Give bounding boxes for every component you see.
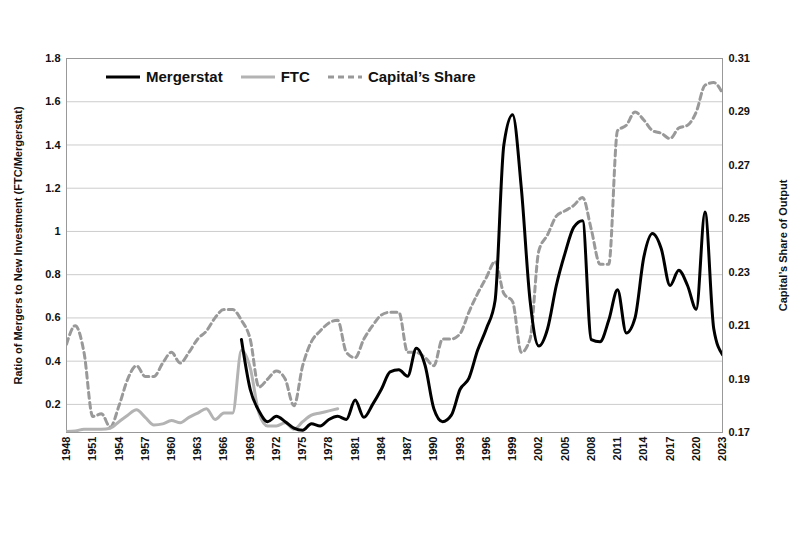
svg-text:1990: 1990: [427, 437, 439, 461]
svg-text:1951: 1951: [86, 437, 98, 461]
svg-text:1.8: 1.8: [45, 52, 60, 64]
svg-text:Capital’s Share of Output: Capital’s Share of Output: [777, 179, 789, 311]
svg-text:1954: 1954: [113, 436, 125, 461]
svg-text:0.2: 0.2: [45, 398, 60, 410]
svg-text:2020: 2020: [690, 437, 702, 461]
svg-text:0.19: 0.19: [729, 373, 750, 385]
html-text:Capital’s Share: Capital’s Share: [367, 68, 476, 85]
svg-text:2014: 2014: [637, 436, 649, 461]
svg-text:1975: 1975: [296, 437, 308, 461]
svg-text:1987: 1987: [401, 437, 413, 461]
svg-text:2023: 2023: [716, 437, 728, 461]
svg-text:1969: 1969: [244, 437, 256, 461]
html-text:FTC: FTC: [280, 68, 310, 85]
svg-text:Ratio of Mergers to New Invest: Ratio of Mergers to New Investment (FTC/…: [12, 106, 24, 384]
svg-text:1996: 1996: [480, 437, 492, 461]
svg-text:1993: 1993: [454, 437, 466, 461]
svg-text:0.27: 0.27: [729, 159, 750, 171]
svg-text:0.21: 0.21: [729, 319, 750, 331]
svg-text:0.8: 0.8: [45, 268, 60, 280]
svg-text:1963: 1963: [191, 437, 203, 461]
svg-text:0.25: 0.25: [729, 212, 750, 224]
svg-text:0.17: 0.17: [729, 426, 750, 438]
svg-text:1984: 1984: [375, 436, 387, 461]
html-text:Mergerstat: Mergerstat: [146, 68, 223, 85]
svg-text:2002: 2002: [532, 437, 544, 461]
svg-text:1948: 1948: [60, 437, 72, 461]
svg-text:1.2: 1.2: [45, 182, 60, 194]
svg-text:1960: 1960: [165, 437, 177, 461]
svg-text:1.6: 1.6: [45, 95, 60, 107]
svg-text:1972: 1972: [270, 437, 282, 461]
svg-text:1966: 1966: [217, 437, 229, 461]
svg-text:1981: 1981: [349, 437, 361, 461]
svg-text:0.23: 0.23: [729, 266, 750, 278]
svg-text:0.29: 0.29: [729, 105, 750, 117]
svg-text:1: 1: [54, 225, 60, 237]
svg-text:0.6: 0.6: [45, 311, 60, 323]
svg-text:1957: 1957: [139, 437, 151, 461]
svg-text:1978: 1978: [322, 437, 334, 461]
svg-text:2008: 2008: [585, 437, 597, 461]
svg-text:2005: 2005: [559, 437, 571, 461]
svg-text:2017: 2017: [664, 437, 676, 461]
svg-text:1999: 1999: [506, 437, 518, 461]
svg-text:0.31: 0.31: [729, 52, 750, 64]
svg-text:2011: 2011: [611, 437, 623, 461]
svg-text:0.4: 0.4: [45, 355, 61, 367]
svg-text:1.4: 1.4: [45, 138, 61, 150]
